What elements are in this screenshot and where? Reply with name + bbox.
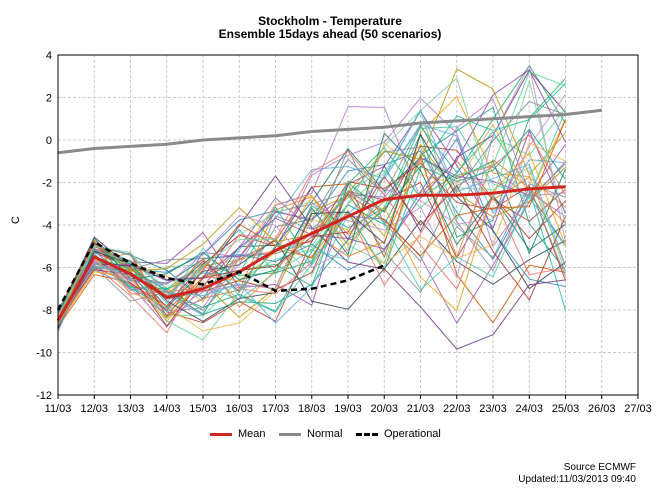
- chart-title: Stockholm - Temperature: [258, 14, 402, 28]
- ensemble-scenario-line: [57, 150, 566, 318]
- ensemble-scenario-line: [57, 126, 566, 326]
- x-tick-label: 17/03: [262, 403, 290, 415]
- ensemble-scenario-line: [57, 119, 566, 321]
- y-tick-label: -2: [42, 178, 52, 190]
- legend-swatch-normal: [279, 432, 301, 436]
- y-tick-label: 4: [46, 50, 52, 62]
- operational-line: [56, 240, 385, 311]
- y-tick-label: -8: [42, 305, 52, 317]
- y-tick-label: 2: [46, 93, 52, 105]
- legend-swatch-operational: [356, 432, 378, 436]
- ensemble-scenario-line: [57, 134, 566, 334]
- source-line: Source ECMWF: [563, 462, 636, 473]
- y-tick-label: -12: [36, 390, 52, 402]
- legend: Mean Normal Operational: [0, 428, 660, 444]
- legend-item-mean: Mean: [210, 428, 266, 440]
- ensemble-scenario-line: [57, 147, 566, 313]
- x-tick-label: 27/03: [624, 403, 652, 415]
- mean-line: [56, 185, 566, 322]
- y-tick-label: -10: [36, 348, 52, 360]
- plot-frame: [57, 54, 639, 396]
- legend-label-operational: Operational: [384, 428, 441, 440]
- legend-swatch-mean: [210, 432, 232, 436]
- updated-line: Updated:11/03/2013 09:40: [518, 474, 636, 485]
- x-tick-label: 22/03: [443, 403, 471, 415]
- ensemble-scenario-line: [57, 175, 566, 327]
- chart-subtitle: Ensemble 15days ahead (50 scenarios): [218, 27, 442, 41]
- legend-item-operational: Operational: [356, 428, 441, 440]
- legend-label-normal: Normal: [307, 428, 343, 440]
- ensemble-scenario-line: [57, 123, 566, 317]
- x-tick-label: 11/03: [45, 403, 72, 415]
- y-tick-label: 0: [46, 135, 52, 147]
- x-tick-label: 14/03: [153, 403, 181, 415]
- x-tick-label: 24/03: [515, 403, 543, 415]
- x-tick-label: 26/03: [588, 403, 616, 415]
- y-tick-label: -6: [42, 263, 52, 275]
- source-note: Source ECMWF Updated:11/03/2013 09:40: [518, 462, 636, 486]
- x-tick-label: 16/03: [225, 403, 253, 415]
- legend-label-mean: Mean: [238, 428, 266, 440]
- x-tick-label: 21/03: [407, 403, 435, 415]
- normal-line: [57, 108, 602, 155]
- legend-item-normal: Normal: [279, 428, 342, 440]
- x-tick-label: 13/03: [117, 403, 145, 415]
- ensemble-scenario-line: [57, 83, 566, 314]
- ensemble-scenario-line: [57, 110, 566, 313]
- ensemble-scenario-line: [57, 146, 566, 327]
- x-tick-label: 25/03: [552, 403, 580, 415]
- ensemble-scenario-line: [57, 132, 566, 316]
- x-tick-label: 15/03: [189, 403, 217, 415]
- plot-area: -12 -10 -8 -6 -4 -2 0 2 4 11/03 12/03 13/03 14/03 15/…: [36, 50, 652, 415]
- x-tick-label: 20/03: [370, 403, 398, 415]
- x-tick-label: 12/03: [80, 403, 108, 415]
- ensemble-scenario-line: [57, 142, 566, 332]
- x-tick-label: 18/03: [298, 403, 326, 415]
- y-tick-label: -4: [42, 220, 52, 232]
- x-tick-label: 19/03: [334, 403, 362, 415]
- x-tick-label: 23/03: [479, 403, 507, 415]
